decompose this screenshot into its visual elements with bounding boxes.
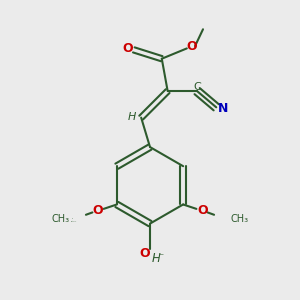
Text: H: H	[152, 252, 160, 266]
Text: C: C	[194, 82, 202, 92]
Text: O: O	[92, 204, 103, 217]
Text: CH₃: CH₃	[51, 214, 69, 224]
Text: O: O	[140, 248, 150, 260]
Text: CH₃: CH₃	[231, 214, 249, 224]
Text: O: O	[123, 42, 133, 55]
Text: O: O	[187, 40, 197, 53]
Text: methoxy: methoxy	[71, 221, 77, 222]
Text: O: O	[72, 218, 73, 219]
Text: H: H	[128, 112, 136, 122]
Text: N: N	[218, 102, 228, 115]
Text: O: O	[197, 204, 208, 217]
Text: ⁻: ⁻	[159, 252, 164, 262]
